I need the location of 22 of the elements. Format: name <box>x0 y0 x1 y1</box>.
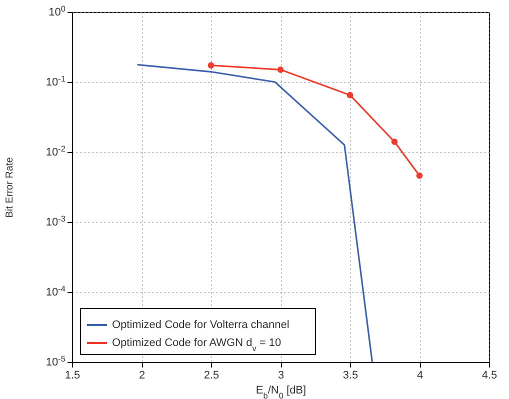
legend-label: Optimized Code for Volterra channel <box>112 319 290 331</box>
x-tick-label: 2 <box>138 370 146 382</box>
x-tick-label: 3 <box>278 370 284 382</box>
x-axis-title: E$_{b}$/N$_{0}$ [dB] <box>256 384 306 399</box>
y-tick-label: 10$^{-5}$ <box>46 354 66 368</box>
x-tick-label: 4 <box>416 370 424 382</box>
point <box>346 92 354 98</box>
y-tick-label: 10$^{-3}$ <box>46 214 66 228</box>
y-tick-label: 10$^{-4}$ <box>46 284 66 298</box>
point <box>277 66 284 73</box>
y-tick-label: 10$^{-1}$ <box>46 74 66 88</box>
y-tick-label: 10$^{0}$ <box>48 4 66 18</box>
y-tick-label: 10$^{-2}$ <box>46 144 66 158</box>
point <box>416 172 423 179</box>
x-tick-label: 3.5 <box>342 370 358 382</box>
x-tick-label: 1.5 <box>64 370 80 382</box>
x-tick-label: 4.5 <box>482 370 498 382</box>
point <box>208 62 214 68</box>
point <box>391 138 398 145</box>
y-axis-title: Bit Error Rate <box>4 156 16 218</box>
x-tick-label: 2.5 <box>204 370 220 382</box>
legend-label: Optimized Code for AWGN d$_{v}$ = 10 <box>112 337 282 352</box>
